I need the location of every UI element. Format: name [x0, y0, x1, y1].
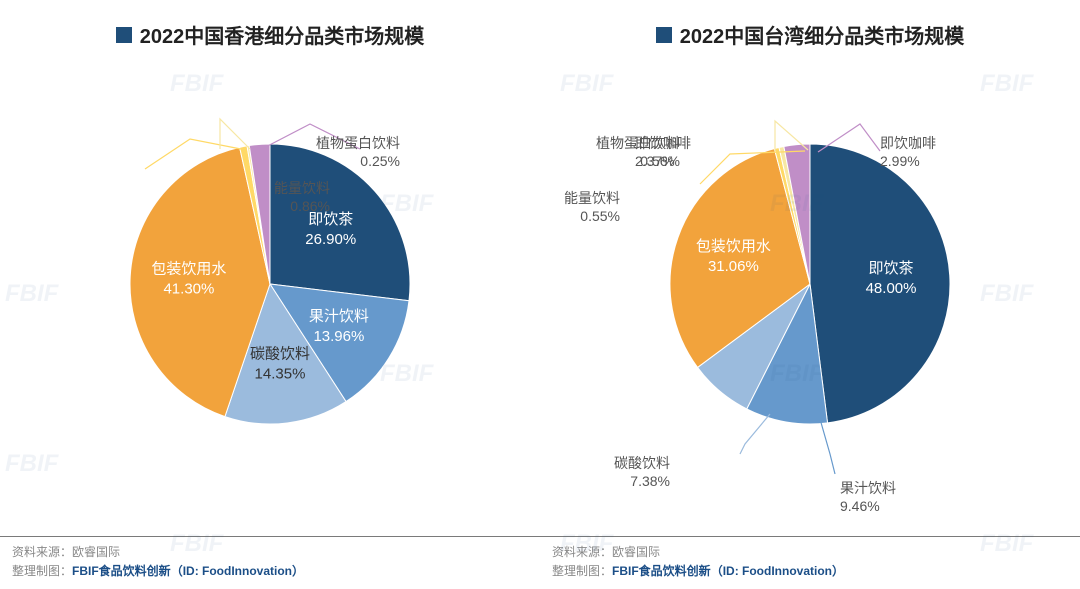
title-swatch	[656, 27, 672, 43]
slice-label-pct: 14.35%	[255, 366, 306, 383]
slice-label-external: 能量饮料0.55%	[564, 189, 620, 225]
footer-credit: 整理制图：FBIF食品饮料创新（ID: FoodInnovation）	[12, 562, 528, 579]
slice-label-external: 植物蛋白饮料0.25%	[316, 134, 400, 170]
slice-label-external: 能量饮料0.86%	[274, 179, 330, 215]
slice-label-name: 碳酸饮料	[250, 346, 310, 363]
slice-name: 果汁饮料	[840, 479, 896, 497]
leader-line	[220, 119, 250, 149]
pie-chart: 即饮茶26.90%果汁饮料13.96%碳酸饮料14.35%包装饮用水41.30%	[20, 59, 520, 489]
title-swatch	[116, 27, 132, 43]
slice-name: 植物蛋白饮料	[596, 134, 680, 152]
slice-label-name: 包装饮用水	[696, 238, 771, 255]
slice-pct: 0.25%	[316, 152, 400, 170]
slice-name: 即饮咖啡	[880, 134, 936, 152]
slice-label-name: 果汁饮料	[309, 308, 369, 325]
leader-line	[740, 414, 770, 454]
slice-label-external: 果汁饮料9.46%	[840, 479, 896, 515]
slice-name: 能量饮料	[274, 179, 330, 197]
slice-label-pct: 48.00%	[866, 280, 917, 297]
slice-label-pct: 31.06%	[708, 258, 759, 275]
slice-pct: 0.55%	[564, 207, 620, 225]
slice-label-pct: 13.96%	[313, 328, 364, 345]
leader-line	[820, 419, 835, 474]
slice-pct: 2.99%	[880, 152, 936, 170]
slice-pct: 9.46%	[840, 497, 896, 515]
slice-label-name: 即饮茶	[869, 260, 914, 277]
slice-label-name: 包装饮用水	[151, 261, 226, 278]
slice-label-external: 植物蛋白饮料0.56%	[596, 134, 680, 170]
pie-chart: 即饮茶 48.00% 包装饮用水 31.06%	[560, 59, 1060, 489]
slice-label-external: 即饮咖啡2.99%	[880, 134, 936, 170]
slice-pct: 7.38%	[614, 472, 670, 490]
slice-label-external: 碳酸饮料7.38%	[614, 454, 670, 490]
slice-label-pct: 41.30%	[163, 281, 214, 298]
footer-source: 资料来源：欧睿国际	[552, 543, 1068, 560]
chart-title: 2022中国香港细分品类市场规模	[140, 20, 425, 49]
chart-title: 2022中国台湾细分品类市场规模	[680, 20, 965, 49]
slice-name: 植物蛋白饮料	[316, 134, 400, 152]
slice-name: 碳酸饮料	[614, 454, 670, 472]
slice-pct: 0.56%	[596, 152, 680, 170]
slice-label-pct: 26.90%	[305, 231, 356, 248]
slice-pct: 0.86%	[274, 197, 330, 215]
footer-credit: 整理制图：FBIF食品饮料创新（ID: FoodInnovation）	[552, 562, 1068, 579]
slice-name: 能量饮料	[564, 189, 620, 207]
footer-source: 资料来源：欧睿国际	[12, 543, 528, 560]
